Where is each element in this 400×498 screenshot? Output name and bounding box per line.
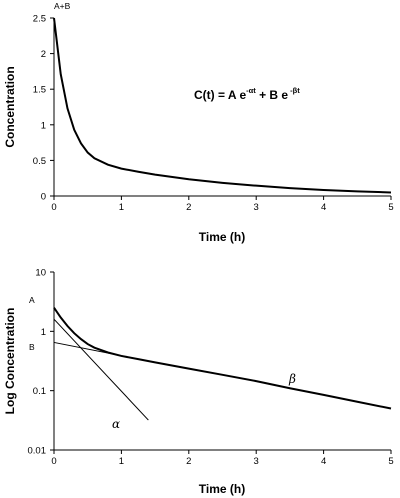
top-y-tick-label: 0 [41,192,46,203]
equation-middle: + B e [256,88,289,102]
bottom-y-tick-label: 0.1 [33,386,46,397]
top-concentration-curve [53,17,392,194]
top-x-tick-label: 3 [254,202,259,213]
bottom-chart: 0 1 2 3 4 5 0.01 0.1 1 10 A B α β Time (h) Log Co… [3,268,394,497]
top-x-tick-label: 1 [119,202,124,213]
top-x-axis-title: Time (h) [199,230,245,244]
bottom-x-tick-label: 0 [51,456,56,467]
equation-label: C(t) = A e-αt + B e -βt [194,86,300,102]
top-x-tick-label: 0 [51,202,56,213]
bottom-y-axis-title: Log Concentration [3,308,17,415]
bottom-x-tick-label: 4 [321,456,326,467]
beta-extrapolation-line [53,341,135,359]
top-y-tick-label: 0.5 [33,156,46,167]
top-y-tick-label: 2 [41,49,46,60]
bottom-x-axis-title: Time (h) [199,482,245,496]
bottom-x-tick-label: 3 [254,456,259,467]
top-y-tick-label: 2.5 [33,14,46,25]
top-y-tick-label: 1 [41,120,46,131]
top-x-tick-label: 4 [321,202,326,213]
top-x-tick-label: 5 [388,202,393,213]
b-intercept-label: B [29,342,35,352]
a-plus-b-label: A+B [54,1,71,11]
top-chart: 0 1 2 3 4 5 0 0.5 1 1.5 2 2.5 Time (h) Concentratio… [3,1,394,244]
bottom-concentration-curve [53,307,392,410]
top-ticks: 0 1 2 3 4 5 0 0.5 1 1.5 2 2.5 [33,14,394,214]
alpha-label: α [112,417,120,431]
bottom-x-tick-label: 1 [119,456,124,467]
beta-label: β [288,372,296,386]
bottom-ticks: 0 1 2 3 4 5 0.01 0.1 1 10 [28,268,394,468]
bottom-x-tick-label: 2 [186,456,191,467]
bottom-x-tick-label: 5 [388,456,393,467]
top-x-tick-label: 2 [186,202,191,213]
top-y-axis-title: Concentration [3,66,17,147]
bottom-y-tick-label: 0.01 [28,446,47,457]
top-y-tick-label: 1.5 [33,85,46,96]
alpha-phase-line [53,318,149,421]
equation-exponent-beta: -βt [288,86,300,95]
a-intercept-label: A [29,295,35,305]
bottom-y-tick-label: 10 [35,268,46,279]
equation-exponent-alpha: -αt [246,86,256,95]
bottom-y-tick-label: 1 [41,327,46,338]
equation-lhs: C(t) = A e [194,88,246,102]
